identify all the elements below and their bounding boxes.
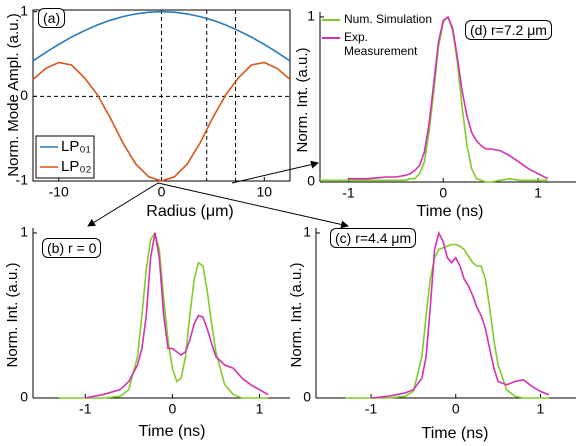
x-axis-label: Time (ns) (422, 425, 489, 442)
arrow (231, 160, 319, 184)
y-tick-label: 0 (307, 173, 315, 189)
legend-box (35, 135, 95, 179)
x-tick-label: -1 (365, 401, 378, 417)
arrow (87, 182, 159, 227)
legend-swatch (322, 37, 340, 39)
y-axis-label: Norm. Int. (a.u.) (4, 262, 21, 367)
x-tick-label: 0 (158, 184, 166, 200)
x-tick-label: -1 (342, 185, 355, 201)
x-tick-label: -10 (49, 184, 69, 200)
y-axis-label: Norm. Mode Ampl. (a.u.) (5, 13, 22, 176)
y-axis-label: Norm. Int. (a.u.) (294, 47, 311, 152)
y-tick-label: 1 (307, 8, 315, 24)
y-axis-label: Norm. Int. (a.u.) (288, 262, 305, 367)
legend-entry: Num. Simulation (322, 12, 442, 26)
x-tick-label: 0 (168, 401, 176, 417)
x-tick-label: 1 (534, 185, 542, 201)
y-tick-label: 1 (303, 224, 311, 240)
x-tick-label: 10 (257, 184, 273, 200)
x-tick-label: 0 (452, 401, 460, 417)
arrow (157, 182, 349, 229)
y-tick-label: 0 (20, 87, 28, 103)
legend-label: Exp. Measurement (344, 30, 418, 58)
x-axis-label: Radius (μm) (146, 203, 233, 220)
legend-label: LP₀₂ (61, 158, 92, 175)
y-tick-label: -1 (16, 172, 29, 188)
x-tick-label: 1 (537, 401, 545, 417)
series-line (348, 15, 548, 180)
x-tick-label: 1 (256, 401, 264, 417)
y-tick-label: 1 (20, 2, 28, 18)
panel-label: (c) r=4.4 μm (330, 228, 417, 248)
x-axis-label: Time (ns) (417, 203, 484, 220)
panel-label: (a) (38, 8, 66, 28)
panel-label: (d) r=7.2 μm (465, 20, 552, 40)
series-line (32, 10, 291, 62)
series-line (59, 231, 269, 399)
y-tick-label: 0 (20, 389, 28, 405)
legend-label: LP₀₁ (61, 138, 91, 155)
series-line (85, 232, 269, 399)
legend-swatch (322, 19, 340, 21)
x-axis-label: Time (ns) (139, 423, 206, 440)
x-tick-label: 0 (439, 185, 447, 201)
series-line (32, 61, 291, 182)
panel-label: (b) r = 0 (42, 238, 102, 258)
legend: Num. Simulation Exp. Measurement (322, 12, 442, 58)
y-tick-label: 1 (20, 224, 28, 240)
y-tick-label: 0 (303, 389, 311, 405)
series-line (345, 243, 549, 399)
legend-entry: Exp. Measurement (322, 30, 442, 58)
x-tick-label: -1 (79, 401, 92, 417)
series-line (370, 230, 550, 399)
legend-label: Num. Simulation (344, 12, 433, 26)
